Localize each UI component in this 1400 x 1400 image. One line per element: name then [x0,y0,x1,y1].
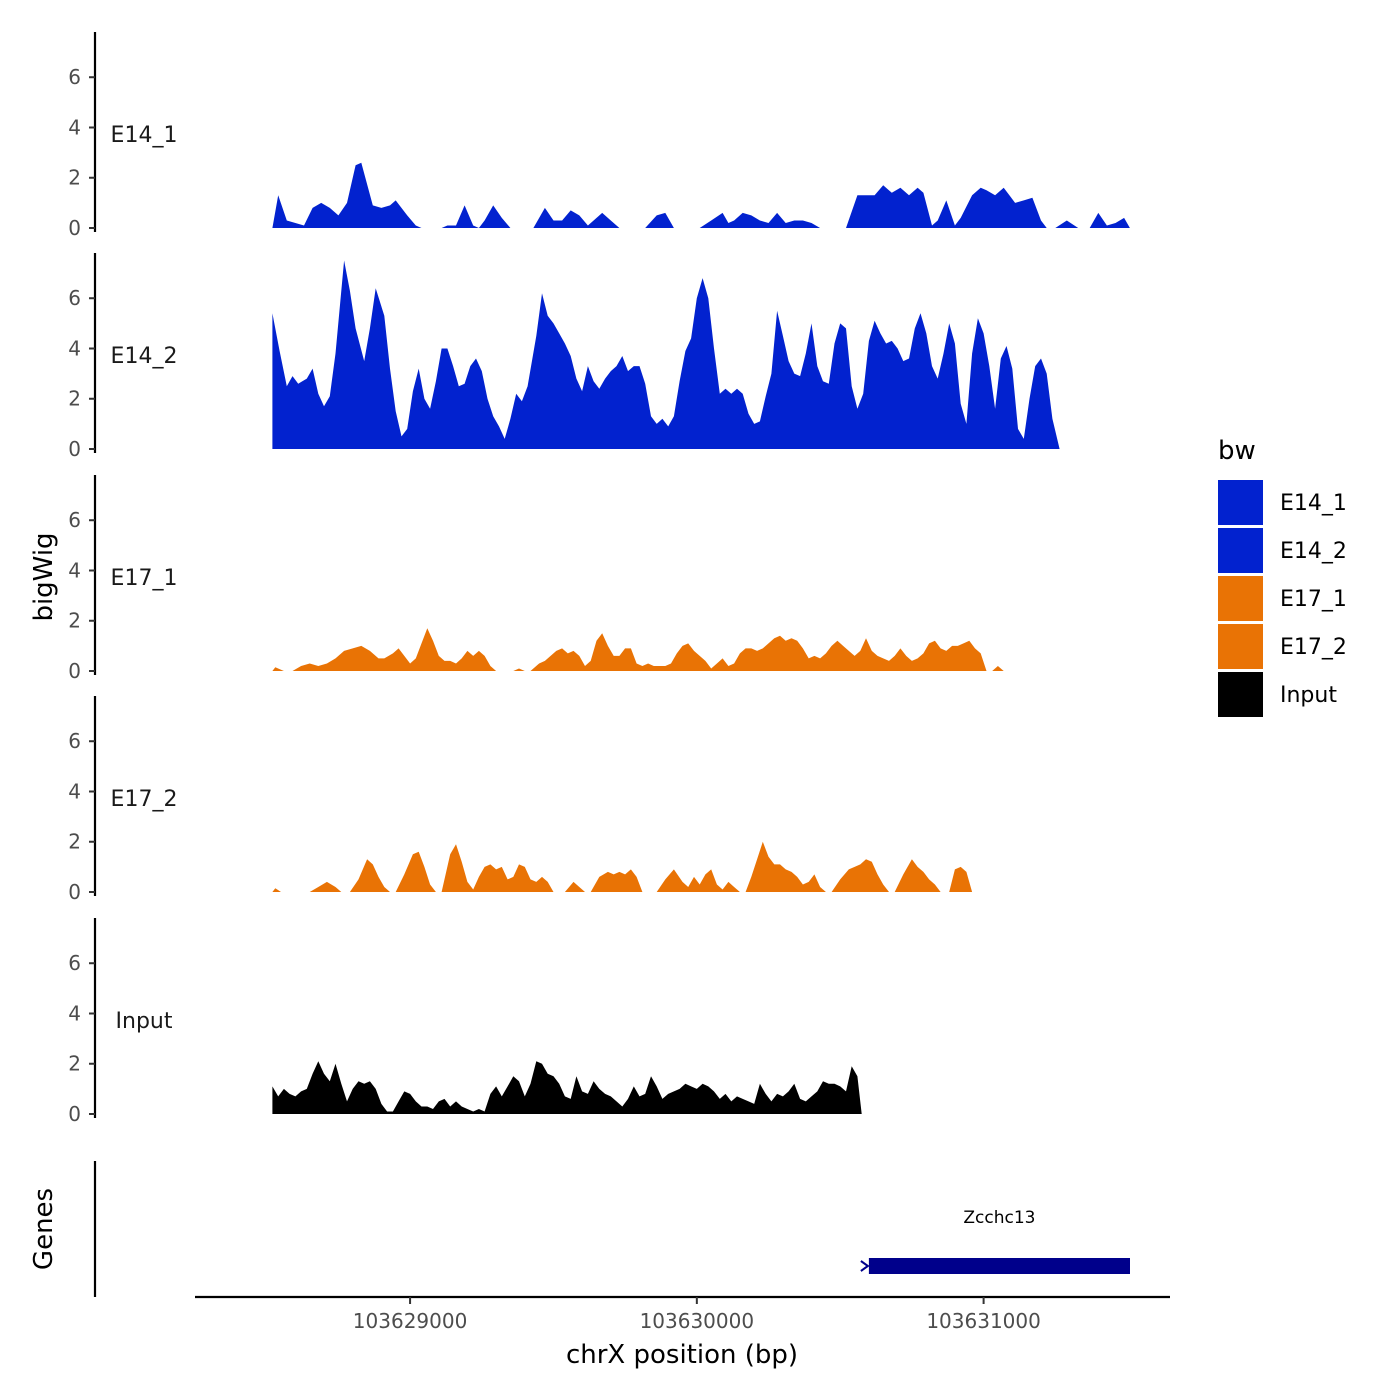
legend-label: E17_2 [1280,635,1347,660]
legend-entry-E14_1: E14_1 [1218,480,1347,525]
track-Input: 0 2 4 6 Input [68,918,862,1126]
y-tick-label: 0 [68,437,81,461]
x-tick-label: 103629000 [353,1309,468,1333]
y-tick-label: 6 [68,65,81,89]
legend-label: E14_1 [1280,491,1347,516]
y-tick-label: 0 [68,1102,81,1126]
legend-swatch [1218,576,1263,621]
area-E17_1 [272,628,1004,671]
x-axis: 103629000 103630000 103631000 [195,1295,1170,1333]
y-tick-label: 2 [68,609,81,633]
y-tick-label: 2 [68,387,81,411]
signal-tracks: 0 2 4 6 E14_1 0 2 4 6 E14_2 0 2 4 6 E17_1 0 2 4 6 E17_2 0 2 4 6… [68,32,1130,1126]
track-E14_1: 0 2 4 6 E14_1 [68,32,1130,240]
x-tick-label: 103630000 [640,1309,755,1333]
y-tick-label: 0 [68,216,81,240]
y-tick-label: 2 [68,830,81,854]
legend-swatch [1218,672,1263,717]
track-E14_2: 0 2 4 6 E14_2 [68,253,1060,461]
legend-label: Input [1280,683,1337,708]
track-E17_1: 0 2 4 6 E17_1 [68,475,1004,683]
legend-swatch [1218,480,1263,525]
legend-entry-E17_1: E17_1 [1218,576,1347,621]
x-tick-label: 103631000 [926,1309,1041,1333]
y-tick-label: 6 [68,951,81,975]
legend-label: E17_1 [1280,587,1347,612]
y-tick-label: 6 [68,286,81,310]
legend-swatch [1218,624,1263,669]
gene-Zcchc13: Zcchc13 [860,1208,1130,1274]
y-tick-label: 4 [68,1001,81,1025]
x-axis-title: chrX position (bp) [566,1340,798,1370]
legend-swatch [1218,528,1263,573]
gene-end-marker [1123,1263,1129,1269]
area-E14_2 [272,260,1060,449]
track-E17_2: 0 2 4 6 E17_2 [68,696,973,904]
gene-body [868,1258,1130,1274]
gene-label: Zcchc13 [963,1208,1035,1228]
area-E14_1 [272,162,1130,228]
y-tick-label: 0 [68,880,81,904]
y-tick-label: 4 [68,558,81,582]
area-E17_2 [272,841,973,892]
legend: bw E14_1 E14_2 E17_1 E17_2 Input [1218,436,1347,717]
track-label: E17_1 [111,566,178,591]
y-tick-label: 6 [68,508,81,532]
y-tick-label: 0 [68,659,81,683]
legend-entry-Input: Input [1218,672,1337,717]
track-label: Input [116,1009,173,1034]
legend-label: E14_2 [1280,539,1347,564]
y-tick-label: 4 [68,336,81,360]
y-tick-label: 4 [68,115,81,139]
genes-panel: Zcchc13 [93,1161,1130,1297]
track-label: E17_2 [111,787,178,812]
legend-title: bw [1218,436,1256,466]
legend-entry-E14_2: E14_2 [1218,528,1347,573]
track-label: E14_2 [111,344,178,369]
y-tick-label: 6 [68,729,81,753]
legend-entry-E17_2: E17_2 [1218,624,1347,669]
y-tick-label: 4 [68,779,81,803]
genes-panel-title: Genes [29,1188,59,1270]
track-label: E14_1 [111,123,178,148]
y-tick-label: 2 [68,166,81,190]
strand-arrow-icon [860,1260,870,1272]
y-axis-title: bigWig [29,532,59,621]
area-Input [272,1061,862,1114]
y-tick-label: 2 [68,1052,81,1076]
